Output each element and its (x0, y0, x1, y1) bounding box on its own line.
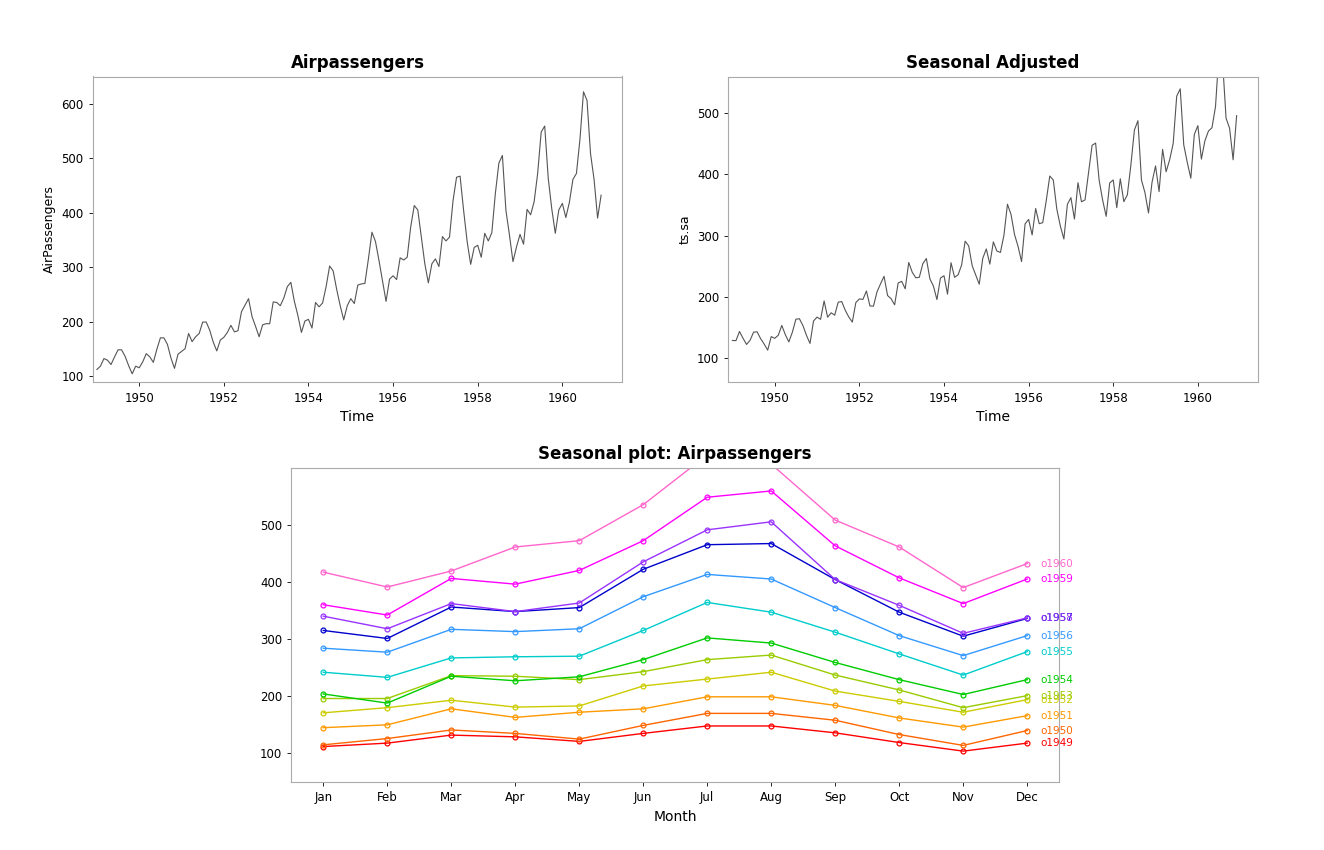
Text: o1949: o1949 (1039, 738, 1072, 748)
Text: o1953: o1953 (1039, 691, 1072, 700)
Title: Seasonal plot: Airpassengers: Seasonal plot: Airpassengers (539, 445, 812, 463)
Text: o1960: o1960 (1039, 558, 1072, 569)
Title: Airpassengers: Airpassengers (290, 54, 425, 72)
Y-axis label: ts.sa: ts.sa (678, 215, 691, 244)
Text: o1959: o1959 (1039, 574, 1072, 584)
Text: o1956: o1956 (1039, 631, 1072, 641)
X-axis label: Time: Time (976, 410, 1010, 424)
Y-axis label: AirPassengers: AirPassengers (42, 185, 56, 274)
Text: o1958: o1958 (1039, 613, 1072, 623)
Text: o1955: o1955 (1039, 647, 1072, 657)
X-axis label: Time: Time (340, 410, 375, 424)
Text: o1951: o1951 (1039, 711, 1072, 721)
Text: o1957: o1957 (1039, 614, 1072, 623)
Text: o1954: o1954 (1039, 675, 1072, 684)
X-axis label: Month: Month (654, 809, 696, 824)
Text: o1952: o1952 (1039, 694, 1072, 705)
Title: Seasonal Adjusted: Seasonal Adjusted (907, 54, 1079, 72)
Text: o1950: o1950 (1039, 726, 1072, 735)
